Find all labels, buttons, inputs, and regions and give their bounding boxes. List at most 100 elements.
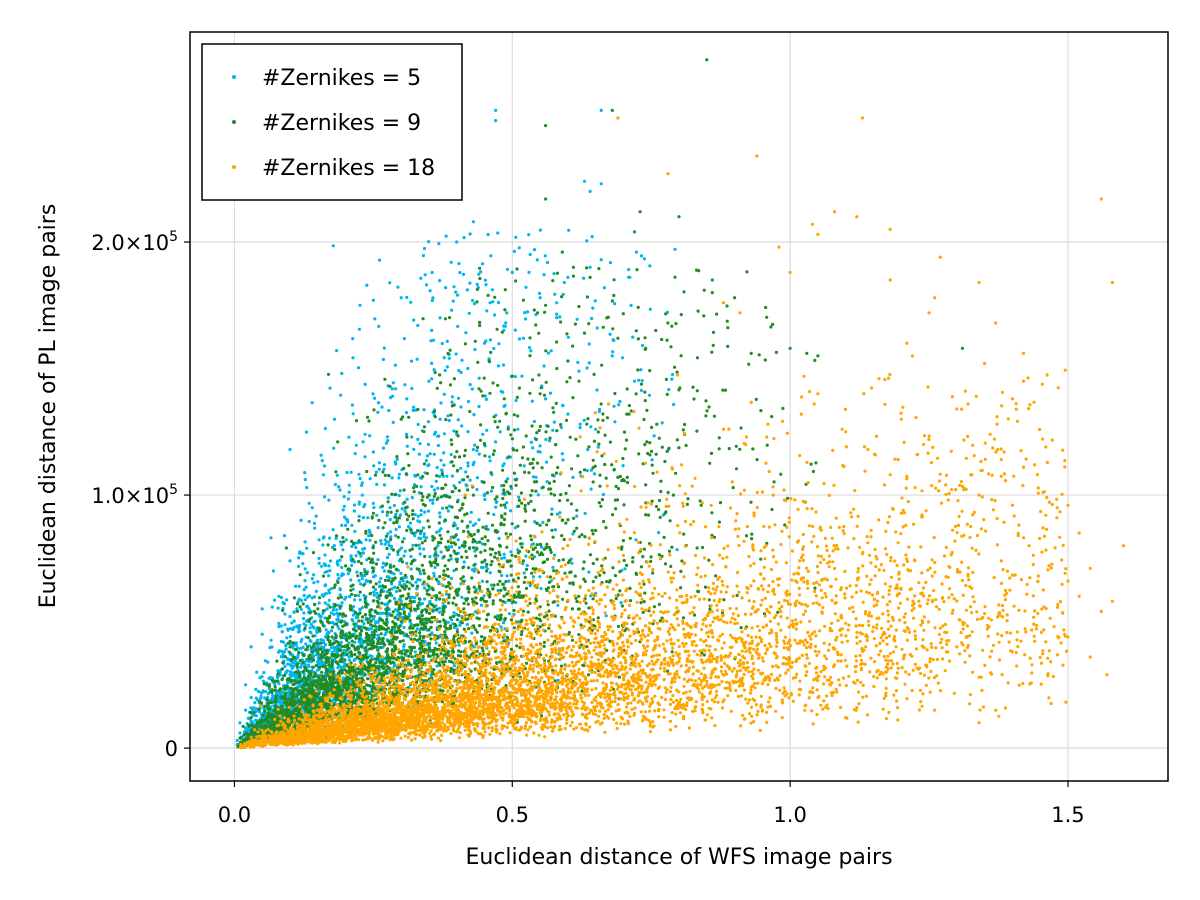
data-point bbox=[488, 459, 492, 463]
data-point bbox=[443, 630, 447, 634]
data-point bbox=[325, 632, 329, 636]
data-point bbox=[280, 677, 284, 682]
data-point bbox=[353, 593, 357, 598]
data-point bbox=[466, 430, 470, 434]
data-point bbox=[660, 445, 664, 449]
data-point bbox=[406, 592, 410, 596]
data-point bbox=[662, 535, 666, 540]
data-point bbox=[305, 571, 309, 575]
grid-layer bbox=[190, 32, 1168, 781]
data-point bbox=[317, 601, 321, 605]
data-point bbox=[660, 337, 664, 342]
data-point bbox=[396, 285, 400, 289]
data-point bbox=[614, 597, 618, 601]
data-point bbox=[479, 270, 483, 274]
data-point bbox=[452, 664, 456, 668]
data-point bbox=[426, 420, 431, 424]
data-point bbox=[454, 567, 458, 571]
data-point bbox=[326, 543, 330, 547]
data-point bbox=[321, 594, 325, 598]
data-point bbox=[494, 440, 498, 444]
data-point bbox=[372, 464, 376, 468]
data-point bbox=[456, 526, 460, 531]
data-point bbox=[523, 311, 527, 315]
data-point bbox=[512, 249, 517, 253]
data-point bbox=[391, 381, 395, 385]
data-point bbox=[446, 567, 450, 571]
data-point bbox=[444, 656, 448, 660]
data-point bbox=[318, 615, 322, 619]
data-point bbox=[524, 317, 528, 321]
data-point bbox=[340, 371, 344, 376]
data-point bbox=[459, 370, 463, 375]
data-point bbox=[510, 437, 514, 441]
data-point bbox=[399, 571, 403, 576]
data-point bbox=[519, 542, 523, 546]
data-point bbox=[321, 536, 325, 540]
data-point bbox=[394, 462, 398, 466]
data-point bbox=[631, 335, 635, 339]
data-point bbox=[648, 441, 652, 445]
data-point bbox=[310, 401, 314, 405]
data-point bbox=[674, 471, 678, 475]
data-point bbox=[402, 337, 406, 341]
data-point bbox=[430, 270, 434, 275]
data-point bbox=[362, 567, 367, 572]
data-point bbox=[496, 588, 500, 593]
data-point bbox=[446, 620, 450, 624]
data-point bbox=[372, 408, 376, 412]
data-point bbox=[273, 685, 277, 689]
data-point bbox=[376, 558, 380, 562]
data-point bbox=[492, 346, 496, 351]
data-point bbox=[451, 524, 455, 528]
data-point bbox=[433, 552, 437, 556]
data-point bbox=[650, 458, 654, 462]
data-point bbox=[416, 437, 420, 441]
data-point bbox=[244, 708, 248, 712]
data-point bbox=[360, 619, 364, 623]
data-point bbox=[642, 257, 647, 261]
data-point bbox=[538, 575, 542, 579]
data-point bbox=[343, 658, 347, 662]
data-point bbox=[484, 524, 488, 528]
data-point bbox=[446, 530, 450, 534]
data-point bbox=[476, 360, 480, 364]
data-point bbox=[368, 684, 372, 688]
data-point bbox=[346, 572, 350, 576]
data-point bbox=[254, 707, 258, 711]
data-point bbox=[461, 272, 466, 276]
data-point bbox=[498, 579, 502, 584]
data-point bbox=[396, 586, 400, 590]
data-point bbox=[249, 645, 253, 649]
data-point bbox=[463, 540, 467, 544]
data-point bbox=[405, 497, 409, 501]
data-point bbox=[657, 498, 662, 503]
data-point bbox=[551, 279, 555, 283]
data-point bbox=[454, 290, 458, 294]
data-point bbox=[443, 564, 447, 568]
data-point bbox=[436, 654, 440, 658]
data-point bbox=[585, 469, 589, 473]
data-point bbox=[516, 427, 520, 431]
data-point bbox=[642, 600, 646, 604]
data-point bbox=[518, 536, 522, 540]
data-point bbox=[351, 627, 355, 631]
data-point bbox=[371, 511, 375, 515]
data-point bbox=[528, 354, 532, 358]
data-point bbox=[337, 648, 341, 652]
data-point bbox=[631, 556, 635, 560]
data-point bbox=[436, 486, 440, 490]
data-point bbox=[337, 485, 341, 489]
data-point bbox=[340, 574, 344, 578]
data-point bbox=[418, 552, 422, 556]
data-point bbox=[377, 258, 382, 262]
data-point bbox=[315, 638, 320, 642]
data-point bbox=[445, 474, 449, 478]
data-point bbox=[458, 480, 462, 484]
data-point bbox=[643, 399, 647, 403]
data-point bbox=[286, 627, 290, 631]
data-point bbox=[437, 521, 441, 525]
data-point bbox=[409, 663, 413, 667]
data-point bbox=[471, 523, 475, 528]
data-point bbox=[278, 649, 282, 653]
